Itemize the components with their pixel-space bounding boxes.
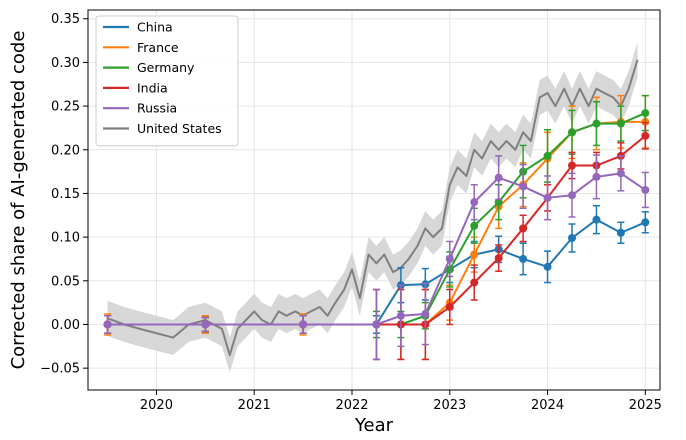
y-tick-label: 0.15 [51, 187, 80, 202]
x-tick-label: 2024 [531, 398, 564, 413]
y-tick-label: 0.10 [51, 231, 80, 246]
y-tick-label: 0.25 [51, 100, 80, 115]
data-point [519, 224, 528, 233]
data-point [543, 151, 552, 160]
data-point [470, 198, 479, 207]
data-point [616, 228, 625, 237]
us-band-area [107, 42, 638, 373]
legend-box [95, 15, 239, 147]
data-point [592, 215, 601, 224]
x-axis-label: Year [354, 415, 394, 436]
y-tick-label: −0.05 [40, 362, 80, 377]
data-point [519, 254, 528, 263]
x-tick-label: 2023 [433, 398, 466, 413]
data-point [201, 320, 210, 329]
data-point [372, 320, 381, 329]
data-point [470, 221, 479, 230]
data-point [445, 303, 454, 312]
data-point [299, 320, 308, 329]
legend-label: China [137, 20, 173, 35]
data-point [641, 218, 650, 227]
us-confidence-band [107, 42, 638, 373]
series-lines [103, 59, 650, 361]
data-point [616, 169, 625, 178]
data-point [568, 128, 576, 137]
legend-label: United States [137, 121, 222, 136]
plot-frame [87, 9, 661, 391]
data-point [519, 182, 528, 191]
data-point [494, 173, 503, 182]
x-tick-label: 2022 [335, 398, 368, 413]
data-point [543, 193, 552, 202]
y-tick-label: 0.35 [51, 12, 80, 27]
data-point [641, 131, 650, 140]
data-point [103, 320, 112, 329]
data-point [592, 119, 601, 128]
axis-ticks: −0.05 0.00 0.05 0.10 0.15 0.20 0.25 0.30 0.35 202… [40, 12, 662, 413]
data-point [641, 109, 650, 118]
x-tick-label: 2021 [238, 398, 271, 413]
legend-label: Russia [137, 101, 177, 116]
legend-label: India [137, 80, 168, 95]
y-tick-label: 0.00 [51, 318, 80, 333]
data-point [641, 185, 650, 194]
data-point [396, 311, 405, 320]
data-point [494, 254, 503, 263]
legend: China France Germany India Russia United Stat… [95, 15, 239, 147]
data-point [445, 254, 454, 263]
data-point [616, 119, 625, 128]
y-tick-label: 0.30 [51, 56, 80, 71]
data-point [592, 172, 601, 181]
legend-label: Germany [137, 60, 195, 75]
legend-label: France [137, 40, 179, 55]
x-tick-label: 2025 [629, 398, 662, 413]
data-point [568, 191, 576, 200]
x-tick-label: 2020 [140, 398, 173, 413]
series-line-united-states [107, 59, 639, 357]
data-point [470, 278, 479, 287]
y-tick-label: 0.05 [51, 274, 80, 289]
y-axis-label: Corrected share of AI-generated code [8, 31, 29, 370]
data-point [568, 161, 576, 170]
data-point [470, 250, 479, 259]
data-point [421, 310, 430, 318]
data-point [568, 234, 576, 242]
series-russia [103, 154, 650, 361]
y-tick-label: 0.20 [51, 143, 80, 158]
data-point [543, 262, 552, 271]
